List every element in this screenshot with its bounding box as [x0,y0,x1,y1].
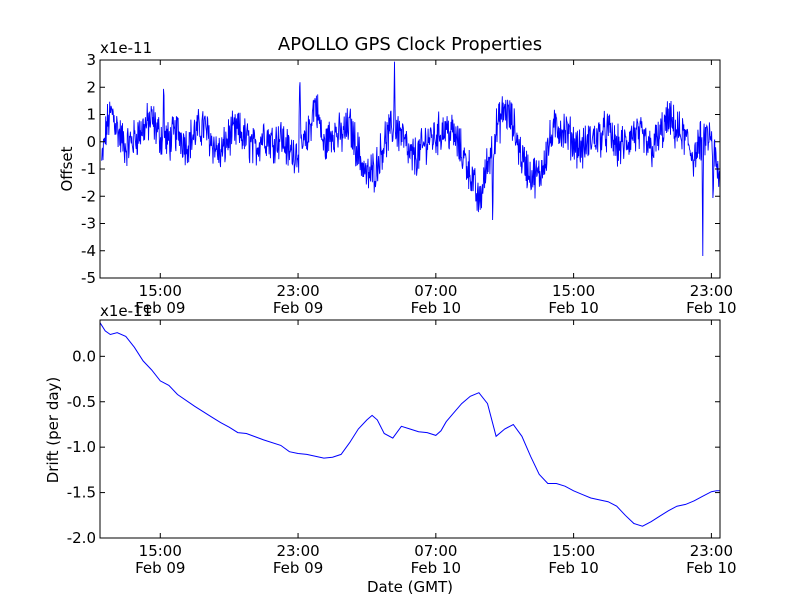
offset-ytick-label: 1 [86,106,96,124]
offset-ytick-label: -5 [81,269,96,287]
drift-xtick-time-label: 15:00 [552,542,595,560]
drift-ytick-label: -1.5 [67,484,96,502]
offset-axes-frame [99,59,721,279]
offset-xtick-date-label: Feb 09 [273,299,323,317]
drift-xtick-time-label: 23:00 [690,542,733,560]
offset-xtick-time-label: 15:00 [139,282,182,300]
offset-xtick-time-label: 23:00 [276,282,319,300]
drift-xtick-date-label: Feb 10 [411,559,461,577]
drift-xtick-date-label: Feb 09 [135,559,185,577]
drift-scale-label: x1e-11 [100,302,152,320]
offset-ytick-label: 2 [86,78,96,96]
drift-xtick-time-label: 23:00 [276,542,319,560]
drift-series-line [100,322,720,527]
offset-scale-label: x1e-11 [100,39,152,57]
offset-series-line [101,61,720,257]
chart-title: APOLLO GPS Clock Properties [278,34,542,55]
drift-plot-area [100,322,720,527]
drift-xlabel: Date (GMT) [367,578,453,596]
offset-xtick-time-label: 23:00 [690,282,733,300]
offset-ytick-label: -1 [81,160,96,178]
offset-ytick-label: 0 [86,133,96,151]
drift-ytick-label: -1.0 [67,438,96,456]
drift-ytick-label: -0.5 [67,393,96,411]
offset-xtick-date-label: Feb 10 [411,299,461,317]
offset-xtick-date-label: Feb 10 [686,299,736,317]
offset-plot-area [101,61,720,257]
drift-ylabel: Drift (per day) [44,377,62,484]
offset-xtick-date-label: Feb 10 [548,299,598,317]
drift-xtick-date-label: Feb 10 [686,559,736,577]
offset-ytick-label: -4 [81,242,96,260]
offset-xtick-time-label: 15:00 [552,282,595,300]
drift-xtick-date-label: Feb 10 [548,559,598,577]
drift-ytick-label: 0.0 [72,347,96,365]
offset-ytick-label: -2 [81,187,96,205]
offset-xtick-time-label: 07:00 [414,282,457,300]
offset-ylabel: Offset [58,146,76,191]
offset-ytick-label: 3 [86,51,96,69]
drift-xtick-date-label: Feb 09 [273,559,323,577]
offset-axes: APOLLO GPS Clock Properties x1e-11 Offse… [58,34,737,317]
drift-xtick-time-label: 07:00 [414,542,457,560]
drift-axes: x1e-11 Drift (per day) Date (GMT) 0.0 -0.… [44,302,737,596]
offset-xtick-date-label: Feb 09 [135,299,185,317]
drift-xtick-time-label: 15:00 [139,542,182,560]
offset-ytick-label: -3 [81,215,96,233]
drift-axes-frame [99,319,721,539]
drift-ytick-label: -2.0 [67,529,96,547]
